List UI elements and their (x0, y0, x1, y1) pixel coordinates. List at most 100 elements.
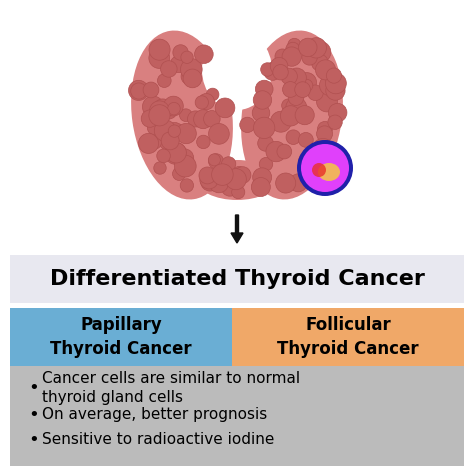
Circle shape (181, 68, 198, 85)
Circle shape (240, 117, 255, 133)
Circle shape (181, 59, 202, 80)
Circle shape (149, 39, 170, 60)
Circle shape (286, 130, 301, 145)
Circle shape (174, 155, 196, 177)
Circle shape (297, 73, 317, 92)
FancyBboxPatch shape (10, 308, 232, 366)
Ellipse shape (241, 30, 343, 200)
Circle shape (302, 50, 317, 65)
Circle shape (141, 110, 159, 128)
Circle shape (261, 63, 274, 76)
Circle shape (170, 145, 186, 161)
Circle shape (309, 41, 331, 63)
Circle shape (328, 115, 342, 129)
Circle shape (264, 63, 282, 80)
Circle shape (295, 82, 310, 98)
Circle shape (161, 61, 177, 77)
Circle shape (209, 154, 220, 166)
Circle shape (311, 54, 328, 71)
Circle shape (143, 96, 164, 118)
Circle shape (299, 38, 317, 57)
Circle shape (281, 68, 297, 85)
Circle shape (301, 144, 349, 192)
Circle shape (325, 73, 346, 94)
Circle shape (195, 45, 213, 64)
Circle shape (203, 110, 220, 127)
Circle shape (270, 57, 288, 75)
Circle shape (181, 51, 193, 64)
Circle shape (164, 96, 183, 116)
Circle shape (195, 96, 209, 109)
Circle shape (176, 123, 196, 144)
Circle shape (183, 69, 202, 88)
Circle shape (211, 164, 233, 185)
Circle shape (209, 154, 224, 169)
Circle shape (188, 111, 204, 127)
Text: On average, better prognosis: On average, better prognosis (42, 408, 267, 422)
Circle shape (147, 121, 161, 135)
Circle shape (282, 47, 301, 66)
Circle shape (299, 153, 313, 167)
Circle shape (282, 99, 295, 112)
Circle shape (128, 80, 149, 100)
Circle shape (316, 60, 336, 80)
Circle shape (251, 178, 270, 197)
Circle shape (318, 121, 332, 137)
Circle shape (165, 143, 187, 164)
Circle shape (258, 136, 273, 151)
Text: Cancer cells are similar to normal
thyroid gland cells: Cancer cells are similar to normal thyro… (42, 371, 300, 405)
Circle shape (281, 106, 301, 126)
Circle shape (143, 82, 159, 98)
Circle shape (159, 134, 175, 150)
Circle shape (326, 81, 345, 100)
Circle shape (221, 157, 236, 171)
Circle shape (149, 105, 170, 126)
FancyBboxPatch shape (232, 308, 464, 366)
Circle shape (286, 42, 300, 56)
Circle shape (209, 124, 229, 144)
Circle shape (328, 103, 347, 122)
Circle shape (157, 74, 171, 88)
FancyBboxPatch shape (10, 366, 464, 466)
Circle shape (161, 132, 179, 150)
Circle shape (157, 149, 170, 163)
Text: Sensitive to radioactive iodine: Sensitive to radioactive iodine (42, 432, 274, 447)
Circle shape (315, 149, 328, 162)
Circle shape (173, 45, 188, 60)
Circle shape (277, 144, 292, 159)
FancyArrow shape (231, 215, 243, 243)
Circle shape (276, 173, 296, 193)
Circle shape (225, 169, 246, 190)
Circle shape (175, 149, 194, 167)
Circle shape (149, 47, 170, 68)
Circle shape (221, 179, 238, 196)
Circle shape (198, 93, 214, 110)
Circle shape (317, 91, 337, 112)
Text: •: • (28, 379, 39, 397)
Circle shape (161, 103, 177, 119)
Text: •: • (28, 406, 39, 424)
Circle shape (173, 167, 186, 181)
Circle shape (149, 101, 170, 121)
Text: •: • (28, 431, 39, 449)
Circle shape (131, 83, 147, 99)
Circle shape (289, 174, 307, 192)
Circle shape (234, 167, 251, 183)
Circle shape (153, 99, 173, 118)
Text: Follicular
Thyroid Cancer: Follicular Thyroid Cancer (277, 316, 419, 358)
Circle shape (200, 171, 218, 189)
Circle shape (209, 173, 228, 193)
Circle shape (306, 37, 327, 58)
Circle shape (138, 133, 159, 154)
Circle shape (317, 126, 333, 142)
Circle shape (148, 136, 162, 149)
Circle shape (273, 64, 288, 80)
Circle shape (199, 167, 216, 184)
Circle shape (275, 49, 290, 64)
Circle shape (270, 111, 292, 132)
Ellipse shape (202, 30, 272, 110)
Circle shape (312, 138, 334, 160)
Ellipse shape (318, 163, 340, 181)
Circle shape (168, 125, 181, 137)
Ellipse shape (131, 30, 233, 200)
